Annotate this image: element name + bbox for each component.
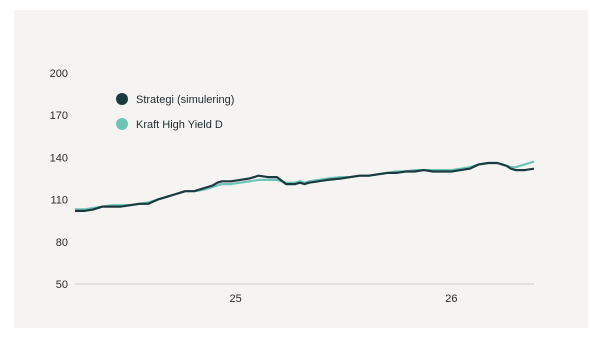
x-axis: 25 26 (75, 283, 534, 305)
y-tick-label: 50 (56, 279, 68, 291)
line-chart: 200 170 140 110 80 50 25 26 Strategi (simuleri… (50, 68, 535, 305)
x-tick-label: 26 (445, 293, 457, 305)
chart-panel: 200 170 140 110 80 50 25 26 Strategi (simuleri… (14, 10, 588, 328)
y-tick-label: 200 (50, 68, 68, 80)
legend-marker-strategi (116, 93, 128, 105)
y-axis: 200 170 140 110 80 50 (50, 68, 68, 291)
y-tick-label: 110 (50, 195, 68, 207)
legend-label-strategi: Strategi (simulering) (136, 94, 234, 106)
legend-marker-kraft (116, 118, 128, 130)
x-tick-label: 25 (230, 293, 242, 305)
legend-label-kraft: Kraft High Yield D (136, 119, 223, 131)
series-line-strategi (75, 161, 535, 212)
y-tick-label: 80 (56, 237, 68, 249)
legend: Strategi (simulering) Kraft High Yield D (116, 93, 234, 131)
series-lines (75, 160, 535, 212)
y-tick-label: 140 (50, 152, 68, 164)
y-tick-label: 170 (50, 110, 68, 122)
